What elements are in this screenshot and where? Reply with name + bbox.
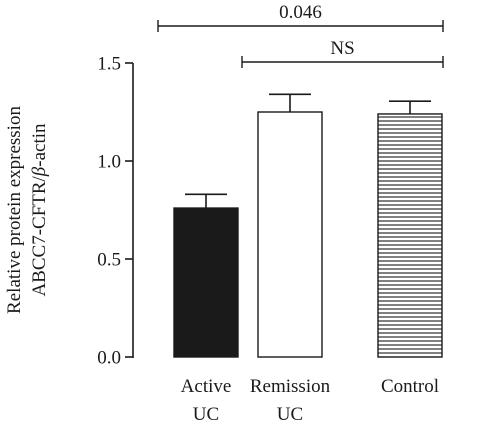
bar-2 xyxy=(377,113,443,358)
category-label-1: Remission xyxy=(250,376,331,397)
bar-0 xyxy=(173,207,239,358)
y-axis-label-part: -actin xyxy=(29,123,50,167)
category-label-0: Active xyxy=(181,376,232,397)
significance-annotations: 0.046 NS xyxy=(157,2,444,68)
significance-label-0: 0.046 xyxy=(279,2,322,23)
axes-group: 0.0 0.5 1.0 1.5 xyxy=(97,54,134,369)
y-tick-label: 0.0 xyxy=(97,348,121,369)
y-tick-label: 0.5 xyxy=(97,250,121,271)
category-label-1: UC xyxy=(277,404,303,425)
significance-label-1: NS xyxy=(330,38,354,59)
y-tick-label: 1.0 xyxy=(97,152,121,173)
labels-group: Active UC Remission UC Control Relative prote… xyxy=(4,106,439,425)
bars-group xyxy=(173,111,443,358)
y-tick-label: 1.5 xyxy=(97,54,121,75)
category-label-0: UC xyxy=(193,404,219,425)
y-axis-label-part: ABCC7-CFTR/ xyxy=(29,175,50,296)
category-label-2: Control xyxy=(381,376,439,397)
y-axis-label-beta: β xyxy=(29,166,50,177)
bar-1 xyxy=(257,111,323,358)
y-axis-label-line1: Relative protein expression xyxy=(4,106,25,314)
error-bars-group xyxy=(185,93,431,209)
y-axis-label-line2: ABCC7-CFTR/β-actin xyxy=(29,123,50,297)
